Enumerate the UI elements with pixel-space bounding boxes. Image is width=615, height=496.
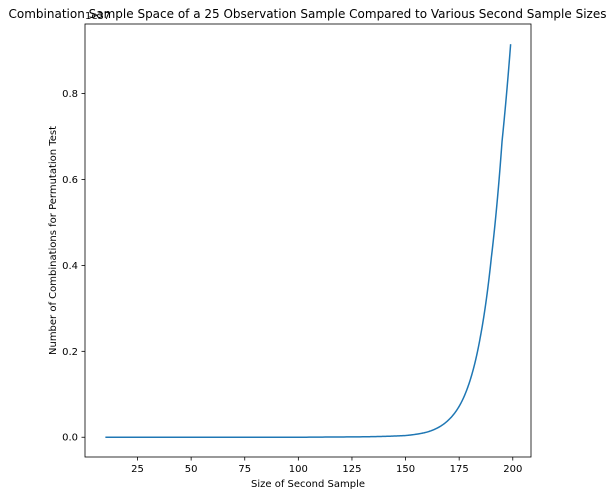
x-axis-ticks: 25 50 75 100 125 150 175 200 [131, 457, 522, 475]
y-tick-label: 0.0 [62, 433, 78, 444]
x-tick-label: 25 [131, 464, 144, 475]
y-axis-label: Number of Combinations for Permutation T… [48, 126, 59, 355]
x-tick-label: 75 [238, 464, 251, 475]
x-tick-label: 200 [503, 464, 522, 475]
y-tick-label: 0.2 [62, 347, 78, 358]
y-tick-label: 0.8 [62, 89, 78, 100]
x-tick-label: 175 [450, 464, 469, 475]
y-axis-ticks: 0.0 0.2 0.4 0.6 0.8 [62, 89, 85, 444]
plot-area-frame [84, 23, 532, 458]
x-tick-label: 100 [289, 464, 308, 475]
chart-title: Combination Sample Space of a 25 Observa… [9, 7, 607, 21]
x-axis-label: Size of Second Sample [251, 479, 365, 490]
x-tick-label: 150 [396, 464, 415, 475]
series-line-0 [105, 44, 512, 438]
y-tick-label: 0.4 [62, 261, 78, 272]
y-tick-label: 0.6 [62, 175, 78, 186]
y-axis-offset-text: 1e37 [85, 11, 110, 22]
x-tick-label: 125 [342, 464, 361, 475]
series-group [105, 44, 512, 438]
x-tick-label: 50 [185, 464, 198, 475]
